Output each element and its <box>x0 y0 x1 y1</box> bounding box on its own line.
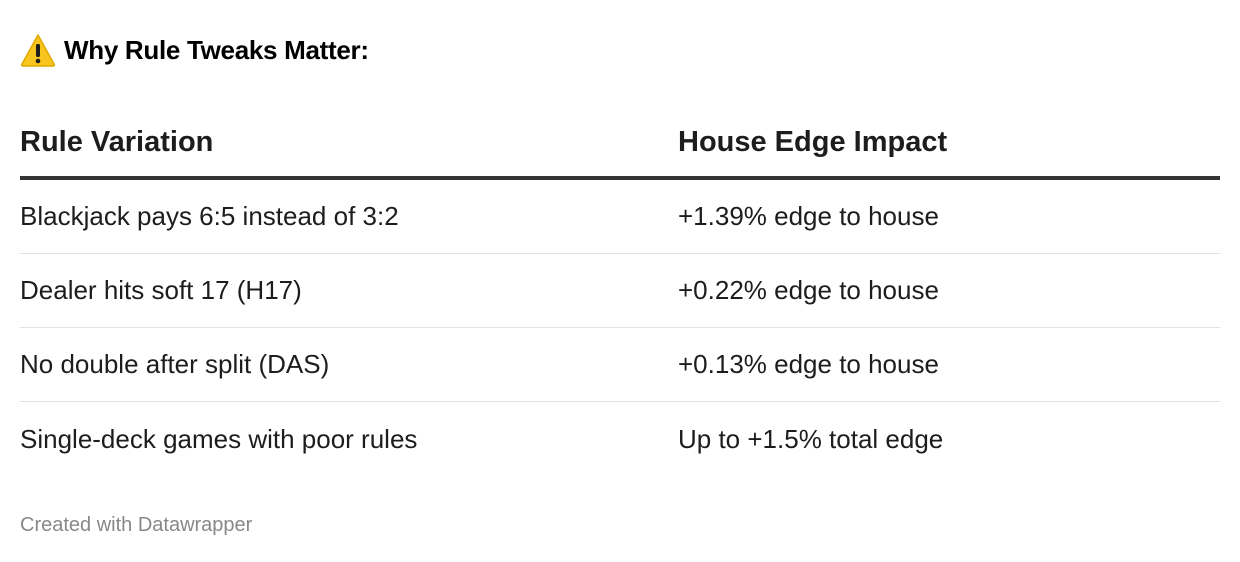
table-cell-impact: +1.39% edge to house <box>678 201 939 231</box>
table-cell-rule: Blackjack pays 6:5 instead of 3:2 <box>20 201 399 231</box>
table-cell-rule: No double after split (DAS) <box>20 349 330 379</box>
table-header-row: Rule Variation House Edge Impact <box>20 108 1220 180</box>
column-header-house-edge-impact[interactable]: House Edge Impact <box>678 125 948 158</box>
warning-icon <box>20 33 56 67</box>
footer-credit[interactable]: Created with Datawrapper <box>20 514 253 536</box>
data-table: Rule Variation House Edge Impact Blackja… <box>20 108 1220 476</box>
table-cell-impact: +0.22% edge to house <box>678 275 939 305</box>
table-cell-rule: Single-deck games with poor rules <box>20 423 418 454</box>
column-header-rule-variation[interactable]: Rule Variation <box>20 125 214 158</box>
chart-title-text: Why Rule Tweaks Matter: <box>64 34 369 65</box>
table-row: Blackjack pays 6:5 instead of 3:2 +1.39%… <box>20 180 1220 254</box>
table-row: Single-deck games with poor rules Up to … <box>20 402 1220 476</box>
table-cell-impact: Up to +1.5% total edge <box>678 423 944 454</box>
chart-title: Why Rule Tweaks Matter: <box>20 30 369 70</box>
table-row: No double after split (DAS) +0.13% edge … <box>20 328 1220 402</box>
table-cell-rule: Dealer hits soft 17 (H17) <box>20 275 302 305</box>
table-row: Dealer hits soft 17 (H17) +0.22% edge to… <box>20 254 1220 328</box>
table-cell-impact: +0.13% edge to house <box>678 349 939 379</box>
